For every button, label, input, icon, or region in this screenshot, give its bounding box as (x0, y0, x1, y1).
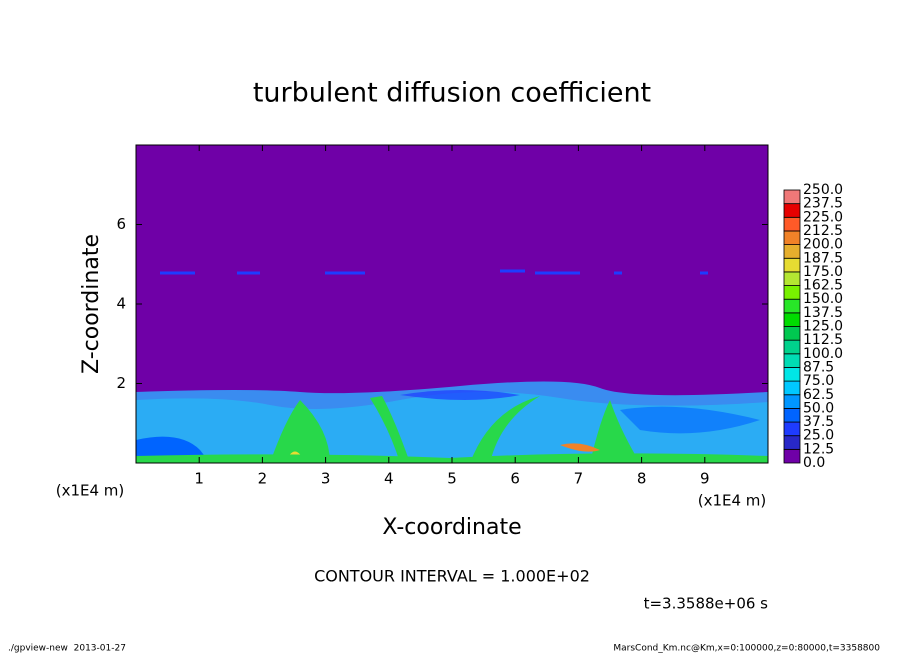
chart-title: turbulent diffusion coefficient (253, 78, 651, 109)
field-pattern (560, 443, 600, 452)
colorbar-box (783, 216, 801, 232)
colorbar-box (783, 394, 801, 409)
field (136, 145, 768, 463)
field-pattern (370, 396, 410, 463)
colorbar-box (783, 203, 801, 218)
y-unit: (x1E4 m) (56, 482, 125, 500)
field-pattern (620, 406, 760, 434)
colorbar-box (783, 367, 801, 382)
colorbar-box (783, 421, 801, 437)
colorbar-label: 175.0 (803, 264, 843, 280)
colorbar-label: 25.0 (803, 428, 834, 444)
colorbar-label: 187.5 (803, 250, 843, 266)
colorbar-box (783, 230, 801, 245)
field-pattern (270, 400, 330, 463)
x-tick-label: 9 (700, 470, 710, 488)
colorbar-label: 50.0 (803, 400, 834, 416)
colorbar-label: 137.5 (803, 305, 843, 321)
x-axis-title: X-coordinate (382, 515, 521, 540)
field-pattern (590, 400, 640, 463)
footer-left: ./gpview-new 2013-01-27 (8, 644, 126, 654)
colorbar-label: 87.5 (803, 359, 834, 375)
colorbar-box (783, 353, 801, 368)
x-unit: (x1E4 m) (698, 492, 767, 510)
y-tick-label: 2 (116, 374, 126, 392)
colorbar-label: 212.5 (803, 223, 843, 239)
colorbar-box (783, 285, 801, 300)
x-tick-label: 7 (574, 470, 584, 488)
colorbar-label: 200.0 (803, 237, 843, 253)
colorbar-box (783, 298, 801, 314)
y-tick-label: 6 (116, 215, 126, 233)
colorbar-label: 125.0 (803, 319, 843, 335)
colorbar-label: 250.0 (803, 182, 843, 198)
colorbar-label: 62.5 (803, 387, 834, 403)
footer-right: MarsCond_Km.nc@Km,x=0:100000,z=0:80000,t… (613, 644, 880, 654)
x-tick-label: 1 (194, 470, 204, 488)
time-label: t=3.3588e+06 s (644, 595, 769, 613)
colorbar-label: 12.5 (803, 441, 834, 457)
colorbar-box (783, 448, 801, 464)
y-axis-title: Z-coordinate (79, 234, 104, 374)
colorbar-label: 75.0 (803, 373, 834, 389)
colorbar-box (783, 380, 801, 396)
field-pattern (470, 396, 540, 463)
colorbar-label: 225.0 (803, 209, 843, 225)
field-pattern (400, 390, 520, 400)
x-tick-label: 2 (258, 470, 268, 488)
x-tick-label: 6 (510, 470, 520, 488)
contour-interval: CONTOUR INTERVAL = 1.000E+02 (314, 567, 590, 586)
x-tick-label: 8 (637, 470, 647, 488)
x-tick-label: 3 (321, 470, 331, 488)
colorbar-label: 162.5 (803, 278, 843, 294)
colorbar-box (783, 435, 801, 450)
colorbar-label: 0.0 (803, 455, 825, 471)
colorbar-box (783, 326, 801, 341)
colorbar-box (783, 407, 801, 423)
field-pattern (160, 269, 708, 275)
colorbar-box (783, 312, 801, 327)
colorbar-box (783, 271, 801, 286)
x-tick-label: 4 (384, 470, 394, 488)
colorbar-box (783, 257, 801, 273)
colorbar-box (783, 339, 801, 355)
colorbar-box (783, 244, 801, 259)
colorbar-box (783, 189, 801, 205)
colorbar-label: 112.5 (803, 332, 843, 348)
colorbar-label: 37.5 (803, 414, 834, 430)
y-tick-label: 4 (116, 295, 126, 313)
colorbar-label: 237.5 (803, 196, 843, 212)
x-tick-label: 5 (447, 470, 457, 488)
colorbar-label: 150.0 (803, 291, 843, 307)
colorbar-label: 100.0 (803, 346, 843, 362)
